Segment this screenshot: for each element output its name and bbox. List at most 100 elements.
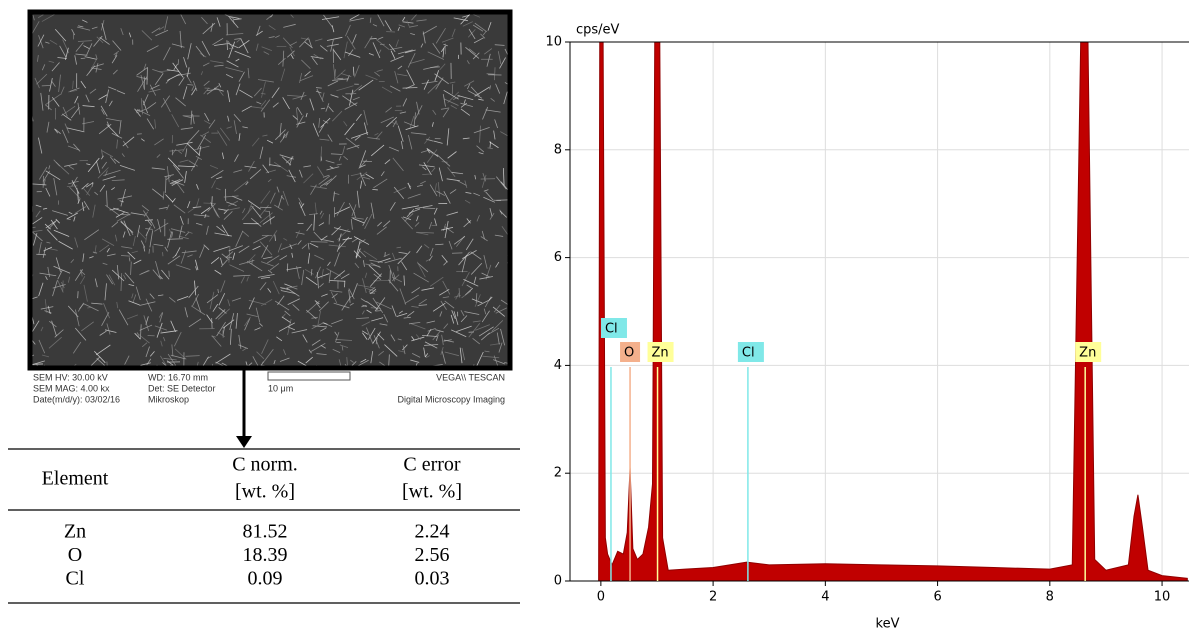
- fiber: [365, 74, 378, 80]
- fiber: [443, 98, 459, 106]
- fiber: [145, 226, 151, 237]
- fiber: [282, 37, 293, 49]
- fiber: [213, 208, 219, 217]
- fiber: [289, 41, 298, 47]
- fiber: [384, 20, 392, 32]
- fiber: [111, 221, 119, 228]
- fiber: [196, 198, 200, 207]
- fiber: [52, 210, 68, 216]
- fiber: [287, 318, 292, 336]
- fiber: [367, 327, 376, 340]
- fiber: [473, 192, 480, 197]
- fiber: [31, 217, 43, 225]
- fiber: [440, 45, 446, 53]
- fiber: [229, 264, 245, 272]
- fiber: [187, 43, 192, 60]
- fiber: [218, 307, 227, 314]
- fiber: [128, 257, 131, 262]
- fiber: [331, 226, 342, 236]
- fiber: [108, 86, 117, 91]
- fiber: [483, 308, 487, 315]
- fiber: [72, 341, 82, 354]
- fiber: [390, 55, 404, 62]
- fiber: [137, 230, 147, 240]
- fiber: [191, 87, 197, 96]
- fiber: [407, 193, 421, 199]
- fiber: [157, 294, 164, 297]
- fiber: [37, 14, 44, 19]
- fiber: [364, 35, 373, 49]
- table-header: [wt. %]: [402, 481, 462, 503]
- fiber: [390, 50, 396, 59]
- fiber: [101, 149, 104, 158]
- fiber: [184, 232, 190, 237]
- fiber: [460, 315, 468, 323]
- fiber: [160, 355, 167, 367]
- fiber: [101, 109, 105, 115]
- fiber: [134, 332, 141, 340]
- fiber: [156, 322, 163, 338]
- fiber: [319, 283, 324, 288]
- fiber: [224, 14, 234, 20]
- sem-info: 10 μm: [268, 383, 293, 393]
- fiber: [290, 54, 294, 59]
- fiber: [130, 212, 146, 216]
- fiber: [214, 43, 227, 46]
- fiber: [83, 284, 88, 302]
- fiber: [334, 69, 336, 79]
- fiber: [36, 253, 47, 256]
- fiber: [285, 133, 288, 139]
- fiber: [210, 60, 224, 64]
- fiber: [74, 95, 79, 104]
- fiber: [41, 64, 46, 71]
- fiber: [188, 318, 202, 328]
- fiber: [271, 87, 280, 99]
- fiber: [284, 283, 292, 288]
- fiber: [89, 88, 97, 94]
- fiber: [158, 311, 163, 318]
- fiber: [152, 188, 164, 199]
- fiber: [214, 269, 222, 275]
- fiber: [375, 131, 383, 140]
- fiber: [186, 74, 192, 84]
- fiber: [193, 214, 210, 217]
- fiber: [122, 136, 135, 147]
- fiber: [82, 105, 95, 108]
- fiber: [171, 114, 180, 128]
- fiber: [355, 113, 362, 121]
- fiber: [479, 125, 481, 143]
- fiber: [478, 98, 484, 101]
- fiber: [312, 325, 328, 328]
- fiber: [343, 41, 348, 59]
- fiber: [214, 64, 224, 67]
- fiber: [164, 246, 168, 252]
- fiber: [407, 134, 413, 150]
- fiber: [112, 69, 118, 75]
- fiber: [233, 18, 242, 21]
- fiber: [48, 336, 62, 349]
- fiber: [442, 94, 446, 107]
- fiber: [330, 153, 343, 155]
- fiber: [139, 324, 153, 331]
- fiber: [288, 169, 296, 183]
- fiber: [481, 174, 487, 188]
- fiber: [116, 213, 131, 222]
- fiber: [282, 190, 289, 206]
- fiber: [310, 185, 327, 189]
- fiber: [328, 106, 334, 113]
- fiber: [438, 167, 443, 182]
- fiber: [354, 65, 360, 78]
- fiber: [55, 257, 61, 273]
- fiber: [242, 126, 248, 129]
- fiber: [298, 202, 306, 217]
- fiber: [482, 31, 487, 36]
- fiber: [306, 223, 313, 232]
- fiber: [292, 115, 298, 121]
- fiber: [301, 59, 311, 69]
- fiber: [447, 151, 457, 159]
- fiber: [472, 320, 481, 323]
- fiber: [489, 141, 491, 148]
- fiber: [351, 237, 359, 243]
- fiber: [40, 306, 54, 310]
- fiber: [77, 198, 81, 204]
